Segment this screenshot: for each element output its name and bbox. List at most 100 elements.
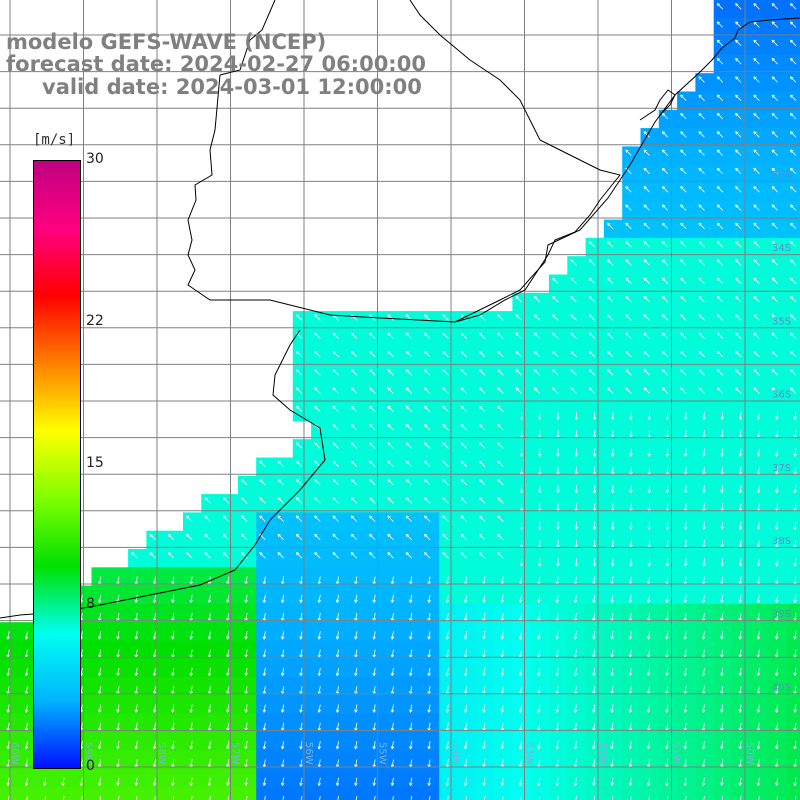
wind-cell bbox=[622, 786, 642, 800]
wind-arrow-head bbox=[701, 636, 704, 640]
wind-cell bbox=[311, 439, 330, 459]
wind-arrow bbox=[607, 241, 614, 248]
wind-arrow-head bbox=[241, 479, 243, 483]
wind-arrow bbox=[149, 552, 156, 559]
wind-arrow-head bbox=[790, 222, 792, 227]
wind-arrow bbox=[588, 314, 596, 321]
wind-arrow-head bbox=[299, 599, 301, 603]
wind-arrow-head bbox=[588, 241, 591, 245]
wind-arrow-head bbox=[588, 351, 591, 355]
wind-arrow bbox=[314, 314, 321, 321]
wind-arrow-head bbox=[661, 204, 664, 208]
wind-cell bbox=[347, 512, 367, 532]
wind-arrow bbox=[314, 497, 321, 504]
wind-arrow-head bbox=[630, 563, 633, 567]
wind-arrow bbox=[698, 149, 705, 156]
wind-arrow-head bbox=[515, 314, 518, 318]
wind-arrow-head bbox=[739, 490, 743, 494]
wind-cell bbox=[201, 549, 221, 568]
wind-arrow-head bbox=[610, 636, 613, 640]
wind-cell bbox=[732, 732, 751, 751]
wind-arrow bbox=[794, 539, 797, 548]
wind-cell bbox=[695, 91, 715, 111]
wind-cell bbox=[311, 347, 330, 367]
wind-arrow bbox=[643, 167, 650, 175]
wind-arrow bbox=[790, 58, 797, 65]
wind-cell bbox=[732, 384, 751, 404]
wind-arrow-head bbox=[207, 782, 210, 786]
wind-cell bbox=[768, 292, 788, 312]
wind-arrow bbox=[442, 332, 449, 339]
wind-arrow-head bbox=[460, 424, 463, 428]
wind-cell bbox=[786, 201, 800, 221]
wind-arrow-head bbox=[336, 782, 340, 786]
wind-arrow-head bbox=[556, 746, 559, 750]
wind-arrow bbox=[629, 686, 632, 695]
wind-arrow-head bbox=[557, 453, 560, 457]
wind-arrow-head bbox=[625, 277, 627, 281]
wind-arrow bbox=[483, 777, 486, 786]
wind-arrow-head bbox=[643, 277, 646, 281]
wind-cell bbox=[768, 750, 788, 770]
wind-arrow bbox=[277, 533, 284, 541]
wind-cell bbox=[402, 420, 422, 440]
wind-arrow-head bbox=[665, 709, 667, 713]
wind-arrow-head bbox=[262, 782, 265, 786]
wind-arrow-head bbox=[680, 277, 682, 281]
wind-cell bbox=[329, 402, 349, 422]
wind-arrow-head bbox=[735, 222, 737, 227]
wind-arrow-head bbox=[716, 94, 719, 98]
wind-arrow bbox=[464, 594, 468, 603]
wind-arrow-head bbox=[369, 460, 371, 464]
wind-arrow bbox=[716, 332, 724, 339]
wind-arrow-head bbox=[295, 460, 298, 464]
wind-arrow-head bbox=[716, 259, 719, 263]
wind-arrow-head bbox=[464, 709, 468, 713]
wind-arrow bbox=[391, 777, 394, 786]
wind-cell bbox=[677, 695, 696, 715]
wind-arrow-head bbox=[643, 387, 646, 391]
wind-arrow bbox=[716, 3, 724, 10]
wind-cell bbox=[640, 292, 660, 312]
wind-arrow bbox=[721, 521, 724, 530]
wind-cell bbox=[274, 494, 294, 513]
wind-cell bbox=[603, 329, 623, 349]
wind-arrow bbox=[464, 722, 468, 731]
wind-arrow-head bbox=[790, 351, 792, 355]
wind-cell bbox=[366, 549, 385, 568]
wind-arrow bbox=[281, 777, 285, 786]
wind-cell bbox=[549, 274, 568, 294]
wind-arrow bbox=[790, 241, 797, 248]
wind-arrow bbox=[428, 612, 431, 621]
wind-arrow-head bbox=[720, 526, 723, 530]
wind-arrow-head bbox=[683, 672, 686, 676]
wind-cell bbox=[695, 622, 715, 642]
wind-arrow-head bbox=[735, 241, 737, 245]
wind-cell bbox=[622, 347, 642, 367]
wind-arrow bbox=[662, 186, 669, 193]
wind-arrow-head bbox=[482, 599, 484, 603]
wind-arrow bbox=[172, 667, 175, 676]
wind-arrow bbox=[771, 167, 778, 175]
wind-arrow-head bbox=[350, 387, 353, 391]
wind-arrow bbox=[588, 387, 596, 394]
wind-cell bbox=[366, 420, 385, 440]
wind-arrow-head bbox=[314, 314, 316, 318]
wind-arrow-head bbox=[680, 94, 682, 98]
wind-arrow bbox=[153, 759, 156, 768]
wind-arrow-head bbox=[405, 442, 408, 446]
wind-arrow bbox=[300, 686, 303, 695]
wind-arrow bbox=[625, 350, 632, 358]
wind-arrow bbox=[208, 686, 211, 695]
wind-cell bbox=[622, 164, 642, 184]
wind-cell bbox=[109, 786, 129, 800]
wind-arrow-head bbox=[698, 241, 701, 245]
wind-cell bbox=[732, 36, 751, 56]
wind-cell bbox=[622, 311, 642, 330]
wind-arrow bbox=[515, 350, 522, 358]
wind-arrow-head bbox=[680, 259, 682, 263]
wind-cell bbox=[311, 402, 330, 422]
wind-arrow bbox=[574, 649, 577, 658]
wind-arrow bbox=[735, 277, 742, 284]
wind-cell bbox=[768, 219, 788, 239]
